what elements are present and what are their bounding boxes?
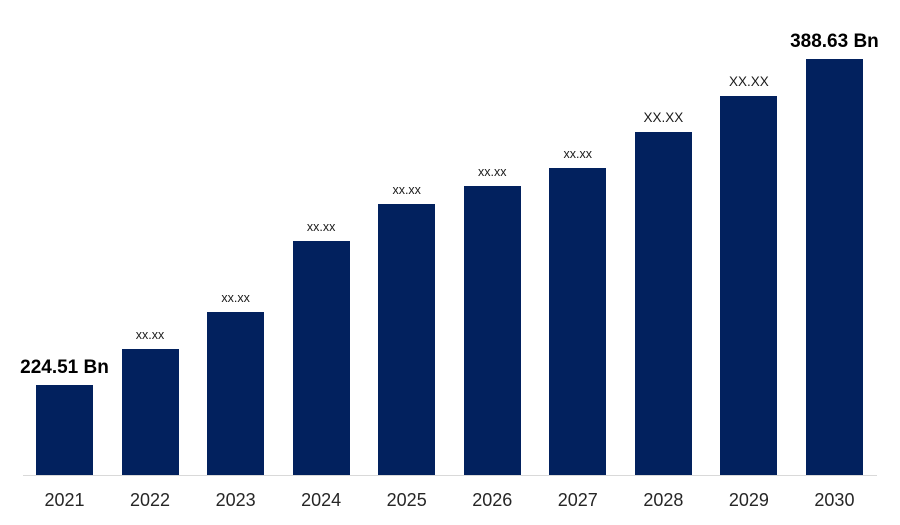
bar-value-label-2028: XX.XX bbox=[643, 109, 684, 125]
bar-value-label-2026: xx.xx bbox=[478, 164, 507, 179]
bar-2027 bbox=[549, 168, 606, 475]
bar-2022 bbox=[122, 349, 179, 475]
x-axis-tick-label-2021: 2021 bbox=[44, 490, 85, 510]
x-axis-tick-label-2029: 2029 bbox=[728, 490, 769, 510]
bar-value-label-2023: xx.xx bbox=[221, 290, 250, 305]
bar-value-label-2021: 224.51 Bn bbox=[20, 357, 109, 378]
bar-2030 bbox=[806, 59, 863, 475]
bar-2026 bbox=[464, 186, 521, 475]
bar-value-label-2029: XX.XX bbox=[729, 73, 769, 89]
x-axis-tick-label-2024: 2024 bbox=[301, 490, 342, 510]
bar-value-label-2027: xx.xx bbox=[563, 146, 593, 161]
bar-2029 bbox=[720, 96, 777, 475]
x-axis-tick-label-2030: 2030 bbox=[814, 490, 855, 510]
bar-2024 bbox=[293, 241, 350, 475]
x-axis-tick-label-2025: 2025 bbox=[386, 490, 427, 510]
bar-value-label-2022: xx.xx bbox=[135, 327, 165, 342]
bar-value-label-2030: 388.63 Bn bbox=[790, 31, 879, 52]
x-axis-tick-label-2022: 2022 bbox=[130, 490, 171, 510]
x-axis-line bbox=[23, 475, 877, 476]
x-axis-tick-label-2027: 2027 bbox=[557, 490, 598, 510]
bar-value-label-2025: xx.xx bbox=[392, 182, 421, 197]
x-axis-tick-label-2028: 2028 bbox=[643, 490, 684, 510]
bar-2025 bbox=[378, 204, 435, 475]
bar-2023 bbox=[207, 312, 264, 475]
bar-2028 bbox=[635, 132, 692, 475]
x-axis-tick-label-2026: 2026 bbox=[472, 490, 513, 510]
x-axis-tick-label-2023: 2023 bbox=[215, 490, 256, 510]
bar-value-label-2024: xx.xx bbox=[306, 219, 336, 234]
bar-2021 bbox=[36, 385, 93, 475]
